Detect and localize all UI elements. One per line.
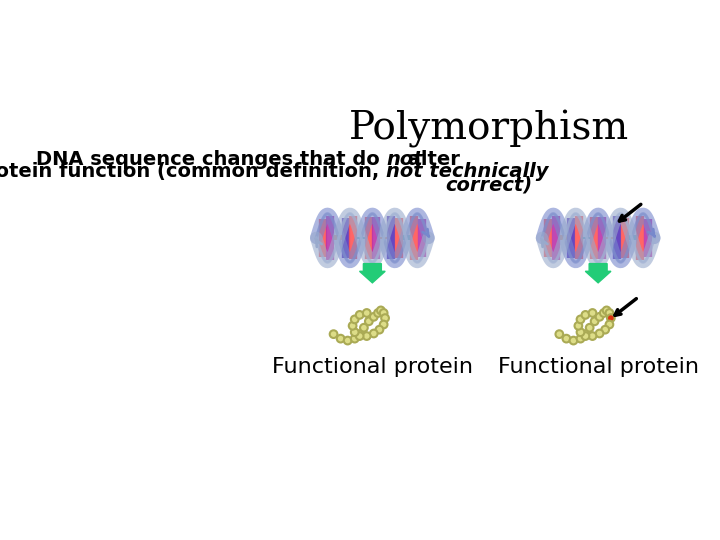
Circle shape xyxy=(370,329,377,338)
Circle shape xyxy=(589,332,596,340)
FancyArrow shape xyxy=(359,264,385,283)
Text: DNA sequence changes that do: DNA sequence changes that do xyxy=(36,150,387,168)
Circle shape xyxy=(603,307,611,314)
Circle shape xyxy=(562,335,570,342)
Text: not technically: not technically xyxy=(387,163,549,181)
Circle shape xyxy=(337,335,344,342)
Circle shape xyxy=(570,337,577,345)
Circle shape xyxy=(344,337,351,345)
Text: Functional protein: Functional protein xyxy=(272,357,473,377)
Text: correct): correct) xyxy=(446,175,533,194)
Circle shape xyxy=(356,330,364,338)
Circle shape xyxy=(582,330,589,338)
Circle shape xyxy=(575,322,582,329)
Circle shape xyxy=(582,332,589,340)
Circle shape xyxy=(577,335,585,342)
Circle shape xyxy=(595,329,603,338)
Circle shape xyxy=(351,335,359,342)
Circle shape xyxy=(351,315,359,323)
FancyArrow shape xyxy=(585,264,611,283)
Circle shape xyxy=(582,311,589,319)
Circle shape xyxy=(606,309,613,317)
Circle shape xyxy=(381,314,389,322)
Circle shape xyxy=(370,313,377,321)
Circle shape xyxy=(589,309,596,317)
Circle shape xyxy=(595,313,603,321)
Circle shape xyxy=(591,318,598,325)
Circle shape xyxy=(377,307,384,314)
Text: Polymorphism: Polymorphism xyxy=(349,110,629,148)
Circle shape xyxy=(607,314,615,322)
Text: not: not xyxy=(387,150,423,168)
Circle shape xyxy=(348,322,356,329)
Text: Functional protein: Functional protein xyxy=(498,357,698,377)
Circle shape xyxy=(351,328,359,336)
Circle shape xyxy=(365,318,373,325)
Circle shape xyxy=(600,309,608,317)
Circle shape xyxy=(360,324,368,332)
Circle shape xyxy=(380,309,387,317)
Circle shape xyxy=(356,332,364,340)
Circle shape xyxy=(374,309,382,317)
Circle shape xyxy=(601,326,609,334)
Circle shape xyxy=(577,328,585,336)
Circle shape xyxy=(330,330,338,338)
Text: alter: alter xyxy=(400,150,459,168)
Circle shape xyxy=(556,330,563,338)
Circle shape xyxy=(606,321,613,328)
Circle shape xyxy=(586,324,593,332)
Circle shape xyxy=(376,326,383,334)
Circle shape xyxy=(363,332,371,340)
Text: protein function (common definition,: protein function (common definition, xyxy=(0,163,387,181)
Circle shape xyxy=(363,309,371,317)
Circle shape xyxy=(380,321,387,328)
Circle shape xyxy=(356,311,364,319)
Circle shape xyxy=(577,315,585,323)
